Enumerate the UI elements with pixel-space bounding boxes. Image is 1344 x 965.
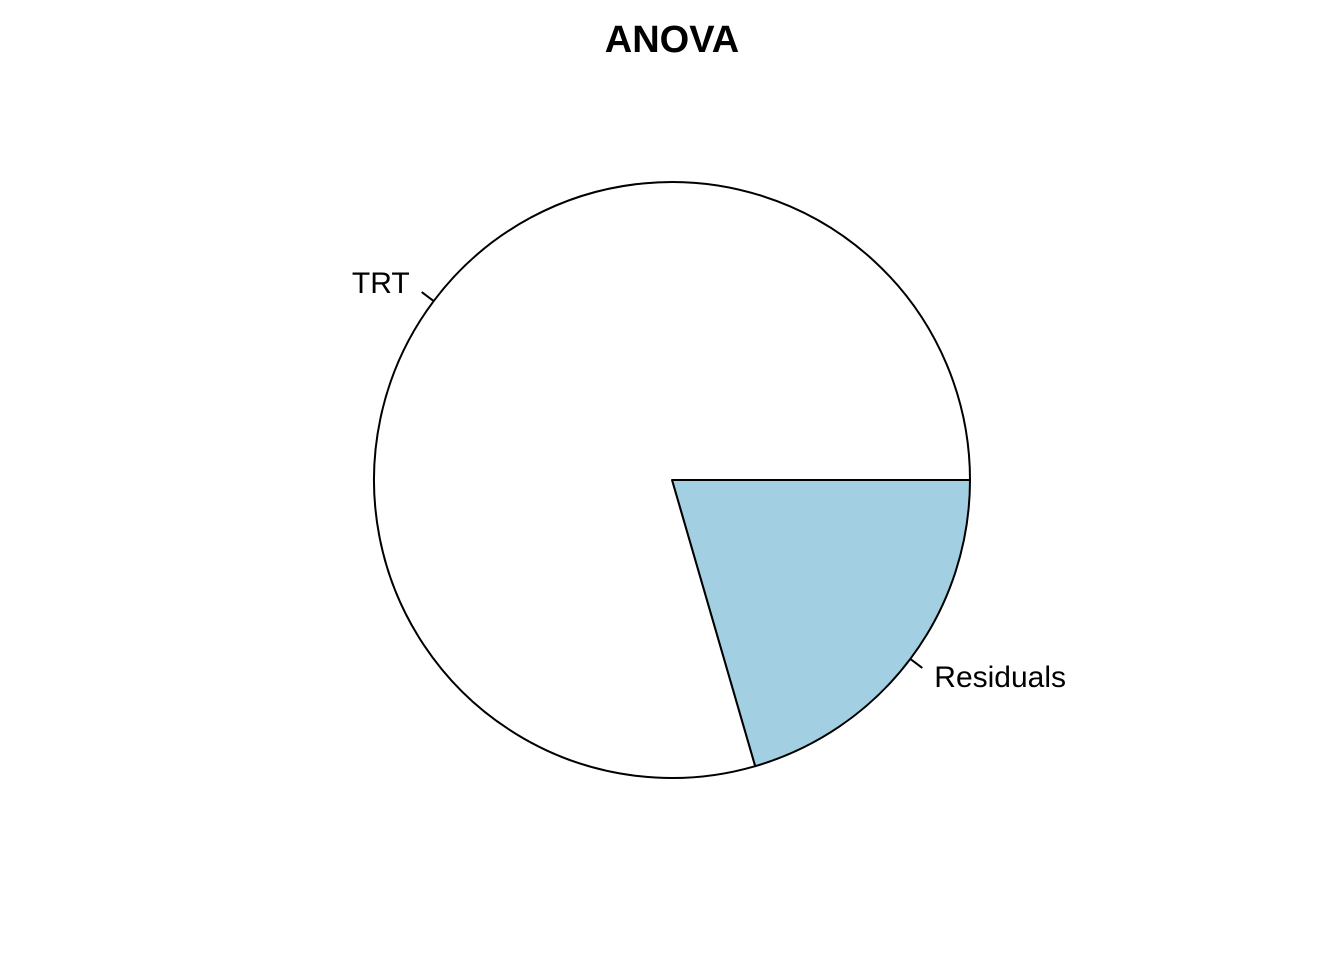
chart-title: ANOVA [605, 19, 739, 61]
pie-slice-trt [373, 181, 971, 779]
pie-labels: Residuals TRT [352, 267, 1066, 694]
pie-tick-trt [421, 291, 435, 302]
pie-tick-residuals [909, 658, 923, 669]
pie-label-residuals: Residuals [934, 661, 1066, 694]
pie-slices [373, 181, 971, 779]
pie-slice-residuals [671, 479, 971, 768]
pie-label-trt: TRT [352, 267, 410, 300]
